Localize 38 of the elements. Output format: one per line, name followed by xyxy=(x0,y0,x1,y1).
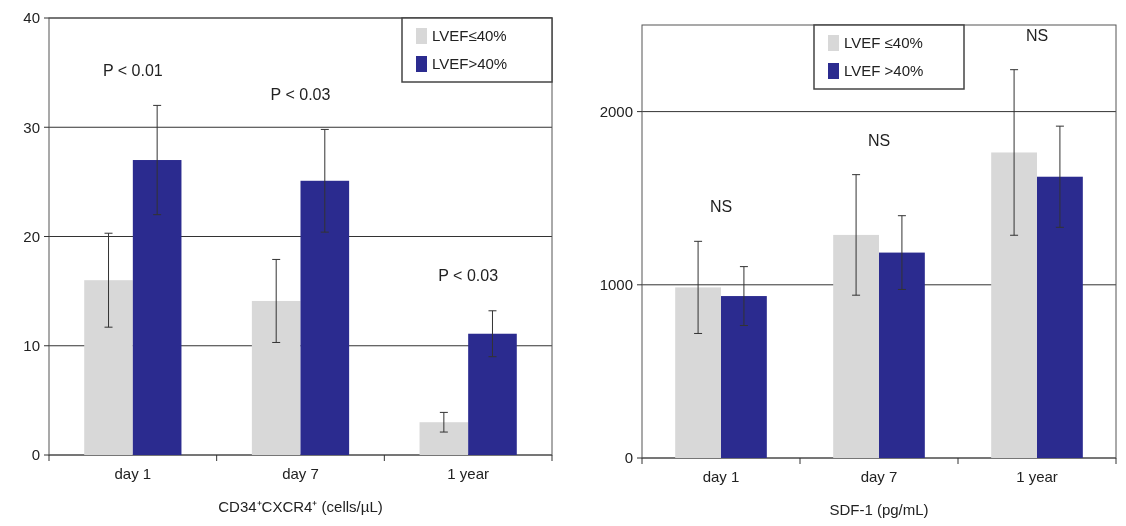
bar xyxy=(991,152,1037,458)
legend-label: LVEF ≤40% xyxy=(844,34,923,52)
legend-label: LVEF≤40% xyxy=(432,27,507,45)
bar xyxy=(833,234,879,458)
bar xyxy=(879,252,925,458)
annotation: P < 0.03 xyxy=(270,86,331,104)
y-tick-label: 1000 xyxy=(599,276,633,294)
annotation: NS xyxy=(867,131,891,149)
annotation: NS xyxy=(709,198,733,216)
x-tick-label: day 1 xyxy=(702,468,740,485)
x-axis-title: SDF-1 (pg/mL) xyxy=(829,501,929,518)
bar xyxy=(468,333,517,455)
y-tick-label: 0 xyxy=(624,449,633,467)
bar xyxy=(675,287,721,458)
annotation: P < 0.01 xyxy=(102,62,163,80)
bar xyxy=(1037,176,1083,458)
y-tick-label: 2000 xyxy=(599,102,633,120)
annotation: P < 0.03 xyxy=(438,267,499,285)
bar xyxy=(132,160,182,455)
bar xyxy=(84,280,133,455)
bar xyxy=(300,180,350,455)
y-tick-label: 40 xyxy=(23,9,40,27)
y-tick-label: 20 xyxy=(23,227,40,245)
y-tick-label: 0 xyxy=(31,446,40,464)
y-tick-label: 30 xyxy=(23,118,40,136)
legend-label: LVEF>40% xyxy=(432,55,508,73)
x-tick-label: 1 year xyxy=(447,465,490,482)
legend-label: LVEF >40% xyxy=(844,62,924,80)
annotation: NS xyxy=(1025,26,1049,44)
bar xyxy=(721,296,767,458)
y-tick-label: 10 xyxy=(23,337,40,354)
x-tick-label: day 7 xyxy=(282,465,319,482)
x-tick-label: 1 year xyxy=(1016,468,1058,485)
x-tick-label: day 7 xyxy=(860,468,898,485)
bar xyxy=(419,422,469,455)
bar xyxy=(251,300,301,455)
x-tick-label: day 1 xyxy=(114,465,152,482)
x-axis-title: CD34⁺CXCR4⁺ (cells/µL) xyxy=(218,498,383,515)
